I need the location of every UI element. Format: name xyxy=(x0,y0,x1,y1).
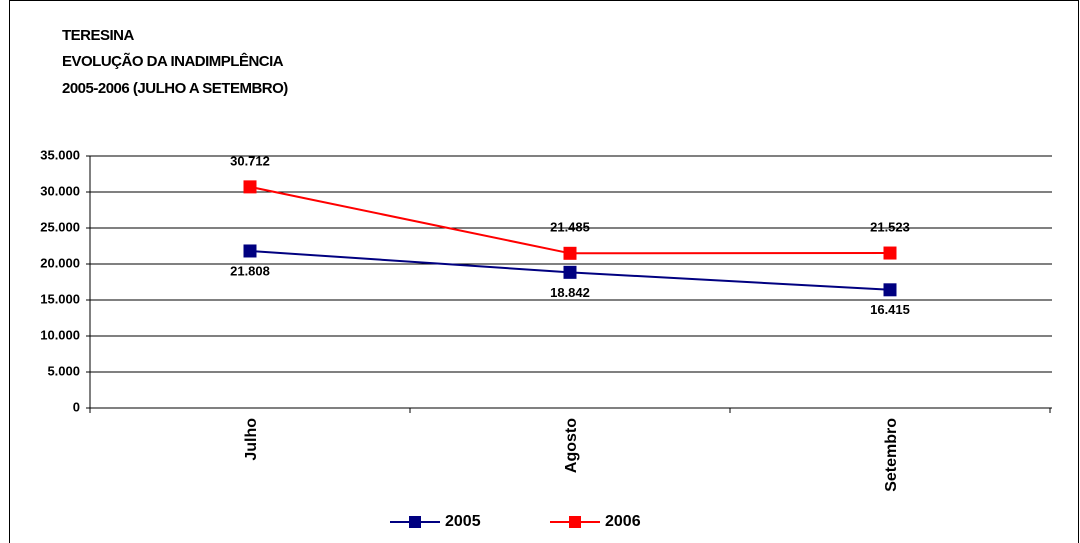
chart-title: EVOLUÇÃO DA INADIMPLÊNCIA xyxy=(62,52,284,70)
point-marker xyxy=(243,244,257,258)
legend-marker xyxy=(569,516,581,528)
x-tick-label: Agosto xyxy=(563,418,580,473)
y-tick-label: 20.000 xyxy=(40,255,80,270)
chart-title: TERESINA xyxy=(62,27,135,44)
legend-label: 2005 xyxy=(445,513,481,530)
point-marker xyxy=(883,283,897,297)
data-label: 21.808 xyxy=(230,263,270,278)
legend-marker xyxy=(409,516,421,528)
y-tick-label: 0 xyxy=(73,399,80,414)
x-tick-label: Setembro xyxy=(883,418,900,492)
point-marker xyxy=(563,265,577,279)
legend-label: 2006 xyxy=(605,513,641,530)
data-label: 18.842 xyxy=(550,285,590,300)
data-label: 21.523 xyxy=(870,219,910,234)
y-tick-label: 30.000 xyxy=(40,183,80,198)
y-tick-label: 15.000 xyxy=(40,291,80,306)
data-label: 30.712 xyxy=(230,153,270,168)
y-tick-label: 5.000 xyxy=(47,363,80,378)
y-tick-label: 35.000 xyxy=(40,147,80,162)
x-tick-label: Julho xyxy=(243,418,260,461)
y-tick-label: 10.000 xyxy=(40,327,80,342)
point-marker xyxy=(883,246,897,260)
y-tick-label: 25.000 xyxy=(40,219,80,234)
chart-title: 2005-2006 (JULHO A SETEMBRO) xyxy=(62,80,288,97)
data-label: 21.485 xyxy=(550,220,590,235)
point-marker xyxy=(243,180,257,194)
data-label: 16.415 xyxy=(870,302,910,317)
point-marker xyxy=(563,246,577,260)
chart-frame xyxy=(9,0,1079,543)
